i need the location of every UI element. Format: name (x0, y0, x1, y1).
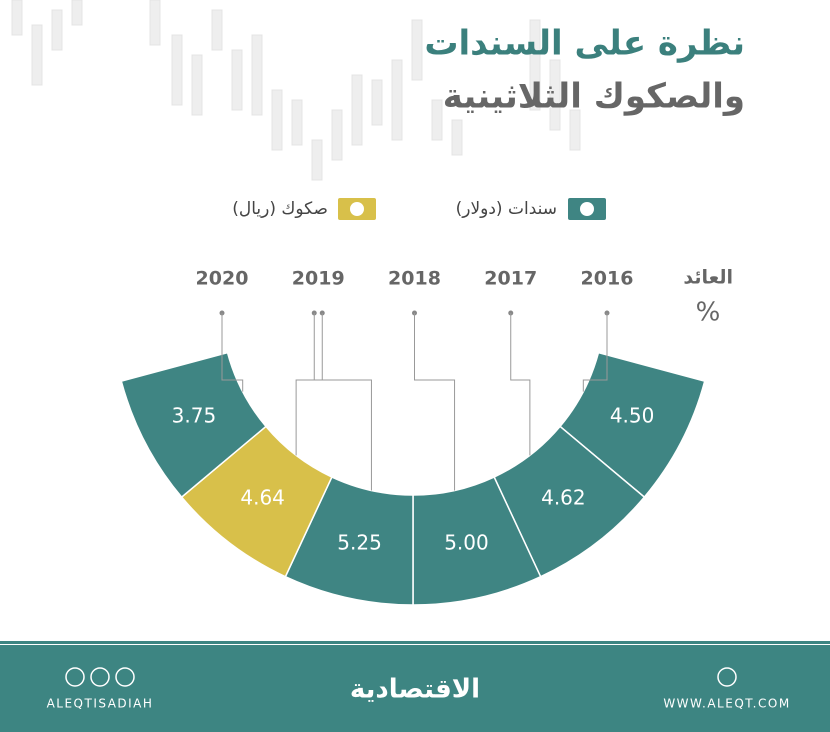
connector (582, 313, 608, 392)
value-label: 4.64 (240, 485, 285, 509)
x-tick-label: 2020 (196, 268, 249, 290)
value-label: 5.25 (337, 531, 382, 555)
connector (313, 313, 372, 491)
x-tick-label: 2016 (581, 268, 634, 290)
value-label: 3.75 (172, 404, 217, 428)
footer-rule (0, 641, 830, 644)
x-tick-label: 2018 (388, 268, 441, 290)
y-label: العائد (683, 267, 733, 289)
footer-brand: الاقتصادية (350, 675, 480, 705)
plot: سندات (دولار) صكوك (ريال) 2016 2017 2018 2019… (120, 199, 706, 606)
legend-label: سندات (دولار) (456, 199, 557, 219)
connector (414, 313, 456, 491)
title-line-2: والصكوك الثلاثينية (443, 77, 745, 117)
value-label: 5.00 (444, 531, 489, 555)
legend-icons (338, 198, 606, 220)
legend-label: صكوك (ريال) (232, 199, 328, 219)
connector (510, 313, 531, 456)
value-label: 4.50 (610, 404, 655, 428)
connector (221, 313, 244, 392)
value-label: 4.62 (541, 485, 586, 509)
connector (295, 313, 323, 456)
background-candles (11, 0, 581, 181)
title-line-1: نظرة على السندات (424, 24, 745, 64)
social-icons (65, 667, 737, 687)
footer (0, 645, 830, 732)
arc-segment (120, 351, 267, 499)
x-tick-label: 2019 (292, 268, 345, 290)
x-tick-label: 2017 (484, 268, 537, 290)
footer-handle: ALEQTISADIAH (47, 697, 154, 711)
footer-url: WWW.ALEQT.COM (663, 697, 790, 711)
y-unit: % (696, 298, 721, 328)
